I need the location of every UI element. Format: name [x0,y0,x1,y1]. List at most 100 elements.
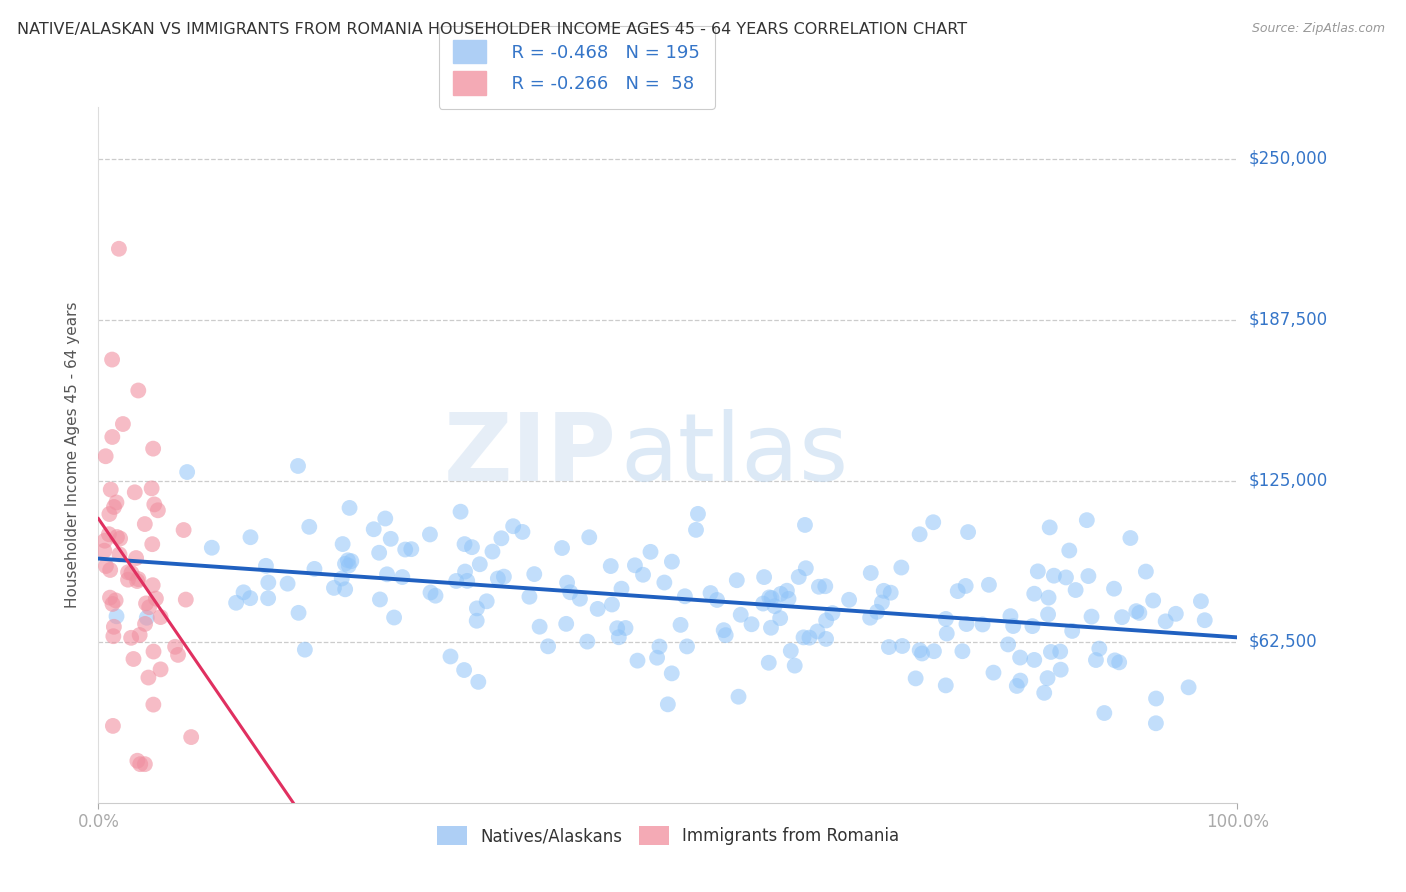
Point [481,544,503,558]
Point [454,565,477,579]
Legend: Natives/Alaskans, Immigrants from Romania: Natives/Alaskans, Immigrants from Romani… [429,818,907,854]
Point [419,527,441,541]
Point [1164,607,1187,621]
Point [685,523,707,537]
Point [1039,645,1062,659]
Point [972,617,994,632]
Point [640,545,662,559]
Point [1088,641,1111,656]
Point [98,563,121,577]
Point [512,524,534,539]
Point [1036,607,1059,622]
Text: $250,000: $250,000 [1249,150,1327,168]
Point [122,652,145,666]
Point [129,757,152,772]
Point [870,595,893,609]
Point [1064,582,1087,597]
Point [368,546,391,560]
Y-axis label: Householder Income Ages 45 - 64 years: Householder Income Ages 45 - 64 years [65,301,80,608]
Point [394,542,416,557]
Point [135,596,157,610]
Point [1125,604,1147,618]
Point [523,567,546,582]
Point [793,631,815,645]
Text: $125,000: $125,000 [1249,472,1327,490]
Point [108,548,131,562]
Point [787,570,810,584]
Point [453,537,475,551]
Point [741,617,763,632]
Point [727,690,749,704]
Point [759,621,782,635]
Point [555,575,578,590]
Point [529,620,551,634]
Point [337,558,360,573]
Point [1026,565,1049,579]
Point [225,596,247,610]
Point [676,640,699,654]
Point [838,592,860,607]
Point [1043,568,1066,582]
Point [486,572,509,586]
Point [134,517,156,532]
Point [104,593,127,607]
Point [145,591,167,606]
Point [661,555,683,569]
Point [108,532,131,546]
Point [146,503,169,517]
Point [551,541,574,555]
Point [201,541,224,555]
Point [1128,606,1150,620]
Point [138,671,160,685]
Point [257,591,280,606]
Point [456,574,478,588]
Point [287,606,309,620]
Point [610,582,633,596]
Point [769,611,792,625]
Point [794,518,817,533]
Point [1104,653,1126,667]
Point [339,500,361,515]
Point [232,585,254,599]
Point [340,554,363,568]
Point [761,591,783,605]
Point [142,578,165,592]
Point [176,465,198,479]
Point [713,623,735,637]
Point [794,561,817,575]
Point [401,542,423,557]
Point [332,537,354,551]
Point [167,648,190,662]
Point [1080,609,1102,624]
Point [935,612,957,626]
Point [821,606,844,620]
Point [1077,569,1099,583]
Point [1119,531,1142,545]
Point [101,352,124,367]
Point [922,515,945,529]
Point [1002,619,1025,633]
Text: atlas: atlas [620,409,848,501]
Point [239,530,262,544]
Point [1024,653,1046,667]
Point [706,593,728,607]
Point [330,572,353,586]
Point [475,594,498,608]
Point [461,540,484,554]
Point [180,730,202,744]
Point [98,507,121,521]
Point [1005,679,1028,693]
Point [661,666,683,681]
Point [105,495,128,509]
Point [763,599,786,614]
Point [859,566,882,580]
Point [1194,613,1216,627]
Point [97,527,120,541]
Point [880,585,903,599]
Point [173,523,195,537]
Point [730,607,752,622]
Point [117,573,139,587]
Point [382,610,405,624]
Point [103,620,125,634]
Text: $187,500: $187,500 [1249,310,1327,328]
